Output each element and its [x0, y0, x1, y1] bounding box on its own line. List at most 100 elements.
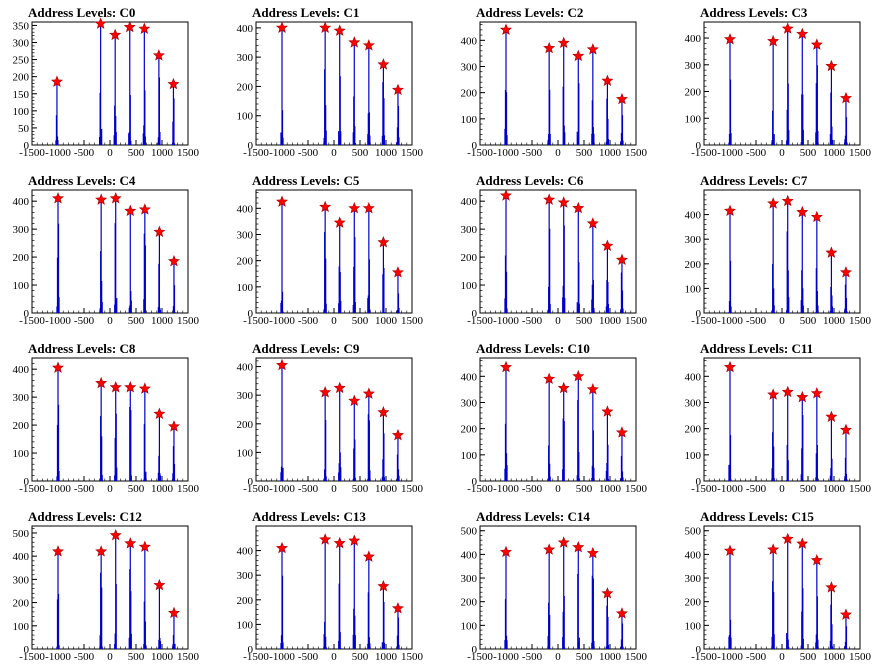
peak-marker	[167, 254, 180, 267]
x-tick-label: 1500	[625, 315, 648, 327]
peak-marker	[572, 370, 585, 382]
histogram-bars	[55, 23, 176, 145]
x-tick-label: 500	[352, 483, 369, 495]
chart-svg: Address Levels: C9 0 100 200 300 400 -1500 -100…	[237, 341, 424, 495]
peak-marker	[51, 545, 65, 557]
peak-marker	[781, 194, 794, 207]
chart-title: Address Levels: C12	[28, 509, 142, 524]
peak-marker	[391, 83, 404, 96]
y-tick-label: 100	[13, 621, 30, 633]
x-tick-label: -500	[298, 147, 319, 159]
y-tick-label: 200	[13, 420, 30, 432]
x-tick-label: -1500	[691, 147, 717, 159]
y-tick-label: 200	[13, 252, 30, 264]
peak-marker	[109, 28, 122, 41]
x-tick-label: -1500	[691, 315, 717, 327]
chart-svg: Address Levels: C8 0 100 200 300 400 -1500 -100…	[13, 341, 200, 495]
histogram-bars	[728, 201, 848, 313]
peak-marker	[95, 545, 108, 557]
peak-marker	[723, 544, 737, 556]
chart-svg: Address Levels: C10 0 100 200 300 400 -1500 -10…	[461, 341, 648, 495]
y-tick-label: 100	[237, 282, 254, 294]
y-tick-label: 0	[24, 644, 30, 656]
x-tick-label: -1000	[493, 147, 519, 159]
y-tick-label: 100	[461, 620, 478, 632]
x-tick-label: -1500	[19, 651, 45, 663]
chart-panel-c3: Address Levels: C3 0 100 200 300 400 -1500 -100…	[672, 0, 896, 168]
plot-frame	[255, 525, 413, 650]
x-tick-label: 500	[576, 651, 593, 663]
chart-panel-c1: Address Levels: C1 0 100 200 300 400 -1500 -100…	[224, 0, 448, 168]
x-tick-label: 500	[800, 315, 817, 327]
x-tick-label: 0	[555, 147, 561, 159]
y-tick-label: 0	[472, 140, 478, 152]
x-tick-label: 500	[128, 315, 145, 327]
y-tick-label: 400	[237, 203, 254, 215]
x-tick-label: 1000	[375, 483, 398, 495]
plot-frame	[479, 189, 637, 314]
peak-marker	[153, 225, 166, 238]
y-tick-label: 300	[13, 392, 30, 404]
peak-marker	[601, 239, 614, 252]
chart-panel-c4: Address Levels: C4 0 100 200 300 400 -1500 -100…	[0, 168, 224, 336]
x-tick-label: 1000	[599, 147, 622, 159]
peak-marker	[557, 536, 570, 548]
x-tick-label: -1000	[493, 651, 519, 663]
y-tick-label: 200	[13, 72, 30, 84]
peak-marker	[362, 202, 375, 214]
x-tick-label: -1500	[467, 147, 493, 159]
peak-marker	[767, 543, 780, 555]
peak-marker	[723, 204, 737, 217]
x-tick-label: 0	[779, 651, 785, 663]
x-tick-label: -1000	[717, 315, 743, 327]
chart-svg: Address Levels: C12 0 100 200 300 400 500 -1500…	[13, 509, 200, 663]
histogram-bars	[504, 29, 624, 145]
peak-marker	[348, 394, 361, 407]
x-tick-label: -500	[74, 651, 95, 663]
y-tick-label: 100	[461, 450, 478, 462]
y-tick-label: 200	[237, 256, 254, 268]
x-tick-label: -1500	[243, 483, 269, 495]
chart-panel-c15: Address Levels: C15 0 100 200 300 400 500 -1500…	[672, 504, 896, 672]
x-tick-label: 1000	[823, 315, 846, 327]
chart-panel-c8: Address Levels: C8 0 100 200 300 400 -1500 -100…	[0, 336, 224, 504]
peak-marker	[333, 536, 346, 549]
y-tick-label: 300	[461, 61, 478, 73]
chart-panel-c6: Address Levels: C6 0 100 200 300 400 -1500 -100…	[448, 168, 672, 336]
x-tick-label: 0	[107, 483, 113, 495]
peak-marker	[586, 383, 599, 395]
peak-marker	[601, 74, 614, 86]
peak-marker	[825, 59, 838, 72]
x-tick-label: -500	[298, 315, 319, 327]
x-tick-label: 1500	[177, 147, 200, 159]
chart-title: Address Levels: C2	[476, 5, 583, 20]
y-tick-label: 100	[237, 619, 254, 631]
x-tick-label: -1000	[717, 651, 743, 663]
peak-marker	[543, 41, 556, 54]
peak-marker	[167, 77, 180, 90]
peak-marker	[543, 543, 556, 555]
x-tick-label: 0	[555, 651, 561, 663]
y-tick-label: 50	[18, 123, 30, 135]
chart-svg: Address Levels: C2 0 100 200 300 400 -1500 -100…	[461, 5, 648, 159]
histogram-bars	[504, 195, 624, 313]
x-tick-label: -1500	[467, 483, 493, 495]
x-tick-label: 0	[107, 315, 113, 327]
chart-svg: Address Levels: C14 0 100 200 300 400 500 -1500…	[461, 509, 648, 663]
chart-svg: Address Levels: C3 0 100 200 300 400 -1500 -100…	[685, 5, 872, 159]
peak-marker	[781, 22, 794, 34]
peak-marker	[333, 24, 346, 36]
y-tick-label: 400	[237, 23, 254, 35]
x-tick-label: 1000	[375, 651, 398, 663]
peak-marker	[586, 43, 599, 55]
peak-marker	[723, 33, 737, 45]
peak-marker	[796, 390, 809, 403]
plot-frame	[31, 357, 189, 482]
peak-marker	[499, 360, 513, 373]
y-tick-label: 400	[461, 196, 478, 208]
x-tick-label: -1500	[19, 483, 45, 495]
x-tick-label: 500	[128, 147, 145, 159]
x-tick-label: -1500	[691, 483, 717, 495]
x-tick-label: -1000	[493, 315, 519, 327]
y-tick-label: 500	[461, 526, 478, 538]
